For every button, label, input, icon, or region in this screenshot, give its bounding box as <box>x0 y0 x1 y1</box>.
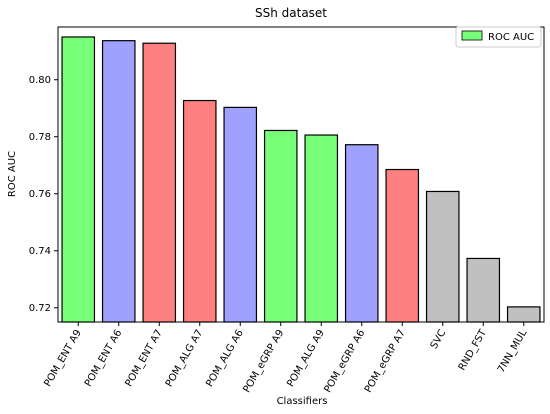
y-tick-label: 0.78 <box>29 132 51 143</box>
y-tick-label: 0.74 <box>29 246 51 257</box>
x-axis-label: Classifiers <box>277 396 328 407</box>
x-tick-label: POM_ALG A6 <box>204 328 246 389</box>
bar <box>466 257 501 323</box>
bar <box>344 144 379 323</box>
y-tick-label: 0.80 <box>29 75 51 86</box>
bars <box>61 36 541 323</box>
bar <box>385 168 420 323</box>
x-tick-label: POM_ENT A9 <box>42 328 83 389</box>
plot-frame <box>57 26 545 323</box>
x-tick-label: 7NN_MUL <box>496 328 530 375</box>
x-tick-label: POM_ENT A7 <box>123 328 164 389</box>
x-tick-label: POM_eGRP A9 <box>241 328 286 395</box>
x-tick-label: SVC <box>429 328 449 351</box>
x-tick-label: POM_ALG A7 <box>164 328 206 389</box>
y-tick-label: 0.72 <box>29 303 51 314</box>
legend-swatch <box>461 30 483 41</box>
bar <box>61 36 96 323</box>
bar <box>223 106 258 323</box>
y-axis-ticks: 0.72 0.74 0.76 0.78 0.80 <box>29 75 58 314</box>
y-axis-label: ROC AUC <box>7 151 18 197</box>
legend: ROC AUC <box>455 26 542 48</box>
chart-title: SSh dataset <box>255 6 327 20</box>
legend-label: ROC AUC <box>488 32 534 43</box>
bar <box>506 306 541 323</box>
bar <box>425 190 460 323</box>
bar <box>101 40 136 323</box>
x-tick-label: RND_FST <box>457 327 490 372</box>
bar <box>263 129 298 323</box>
x-tick-label: POM_eGRP A7 <box>363 328 408 395</box>
x-tick-label: POM_eGRP A6 <box>322 328 367 395</box>
bar <box>142 42 177 323</box>
y-tick-label: 0.76 <box>29 189 51 200</box>
x-tick-label: POM_ALG A9 <box>285 328 327 389</box>
x-tick-label: POM_ENT A6 <box>83 328 124 389</box>
bar <box>304 134 339 323</box>
bar <box>182 99 217 323</box>
